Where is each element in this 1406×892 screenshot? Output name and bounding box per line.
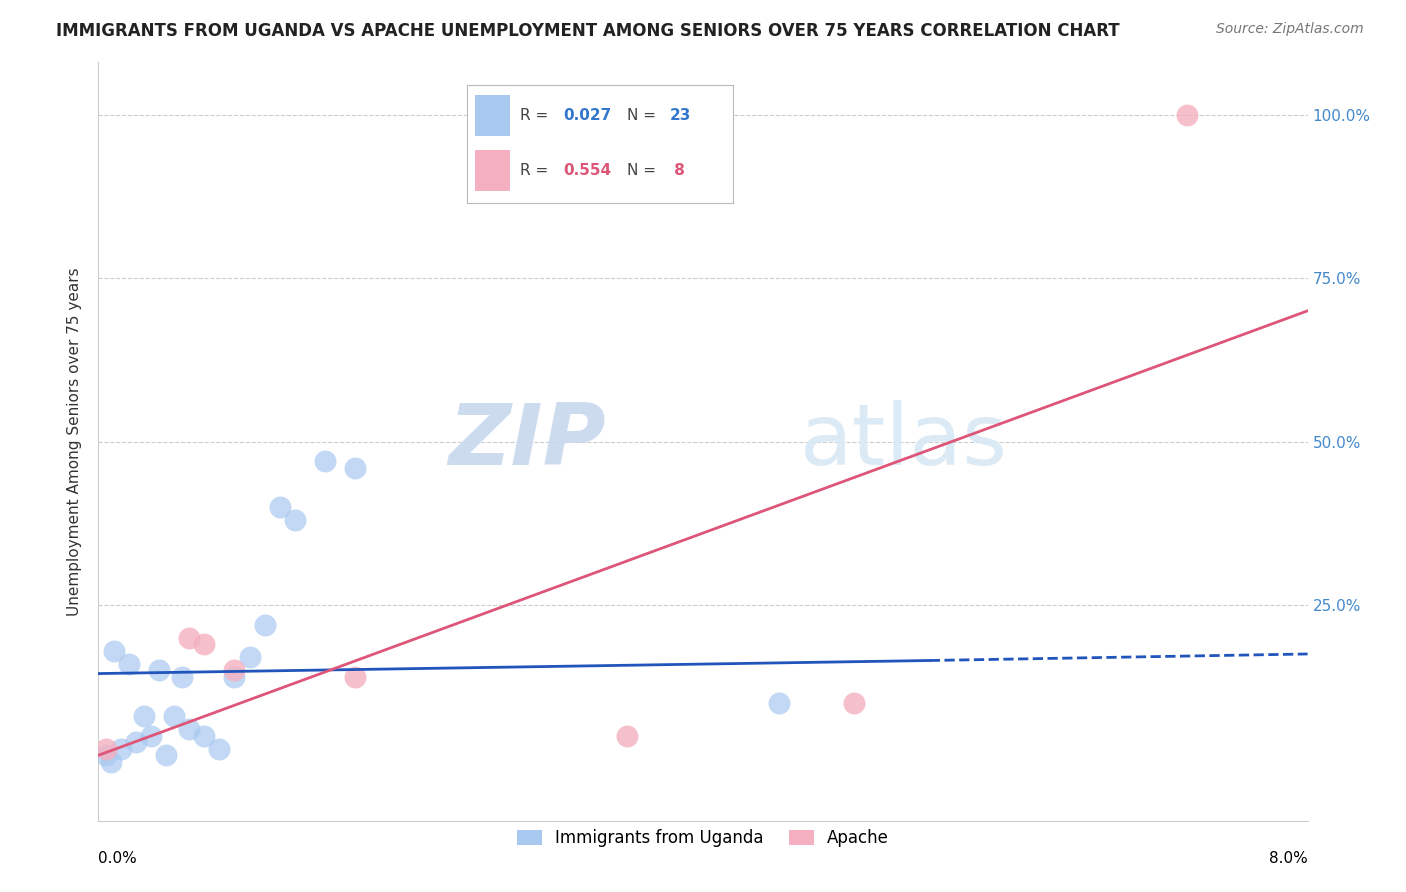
Point [155,748,177,763]
Point [284,513,307,527]
Point [179,722,201,736]
Point [314,454,336,468]
Point [132,709,155,723]
Point [224,663,246,677]
Text: 0.0%: 0.0% [98,851,138,866]
Point [224,670,246,684]
Point [179,631,201,645]
Point [344,460,367,475]
Point [100,755,122,769]
Point [141,729,163,743]
Text: IMMIGRANTS FROM UGANDA VS APACHE UNEMPLOYMENT AMONG SENIORS OVER 75 YEARS CORREL: IMMIGRANTS FROM UGANDA VS APACHE UNEMPLO… [56,22,1119,40]
Point [94,741,117,756]
Point [118,657,141,671]
Point [94,748,117,763]
Text: atlas: atlas [800,400,1008,483]
Y-axis label: Unemployment Among Seniors over 75 years: Unemployment Among Seniors over 75 years [67,268,83,615]
Point [193,637,215,651]
Text: Source: ZipAtlas.com: Source: ZipAtlas.com [1216,22,1364,37]
Legend: Immigrants from Uganda, Apache: Immigrants from Uganda, Apache [510,822,896,854]
Point [125,735,148,749]
Point [163,709,186,723]
Point [170,670,193,684]
Point [193,729,215,743]
Point [1175,108,1198,122]
Point [344,670,367,684]
Point [148,663,170,677]
Point [253,617,276,632]
Point [239,650,262,665]
Text: 8.0%: 8.0% [1268,851,1308,866]
Point [616,729,638,743]
Point [103,643,125,657]
Point [269,500,291,514]
Point [110,741,132,756]
Point [768,696,790,710]
Point [844,696,866,710]
Text: ZIP: ZIP [449,400,606,483]
Point [208,741,231,756]
